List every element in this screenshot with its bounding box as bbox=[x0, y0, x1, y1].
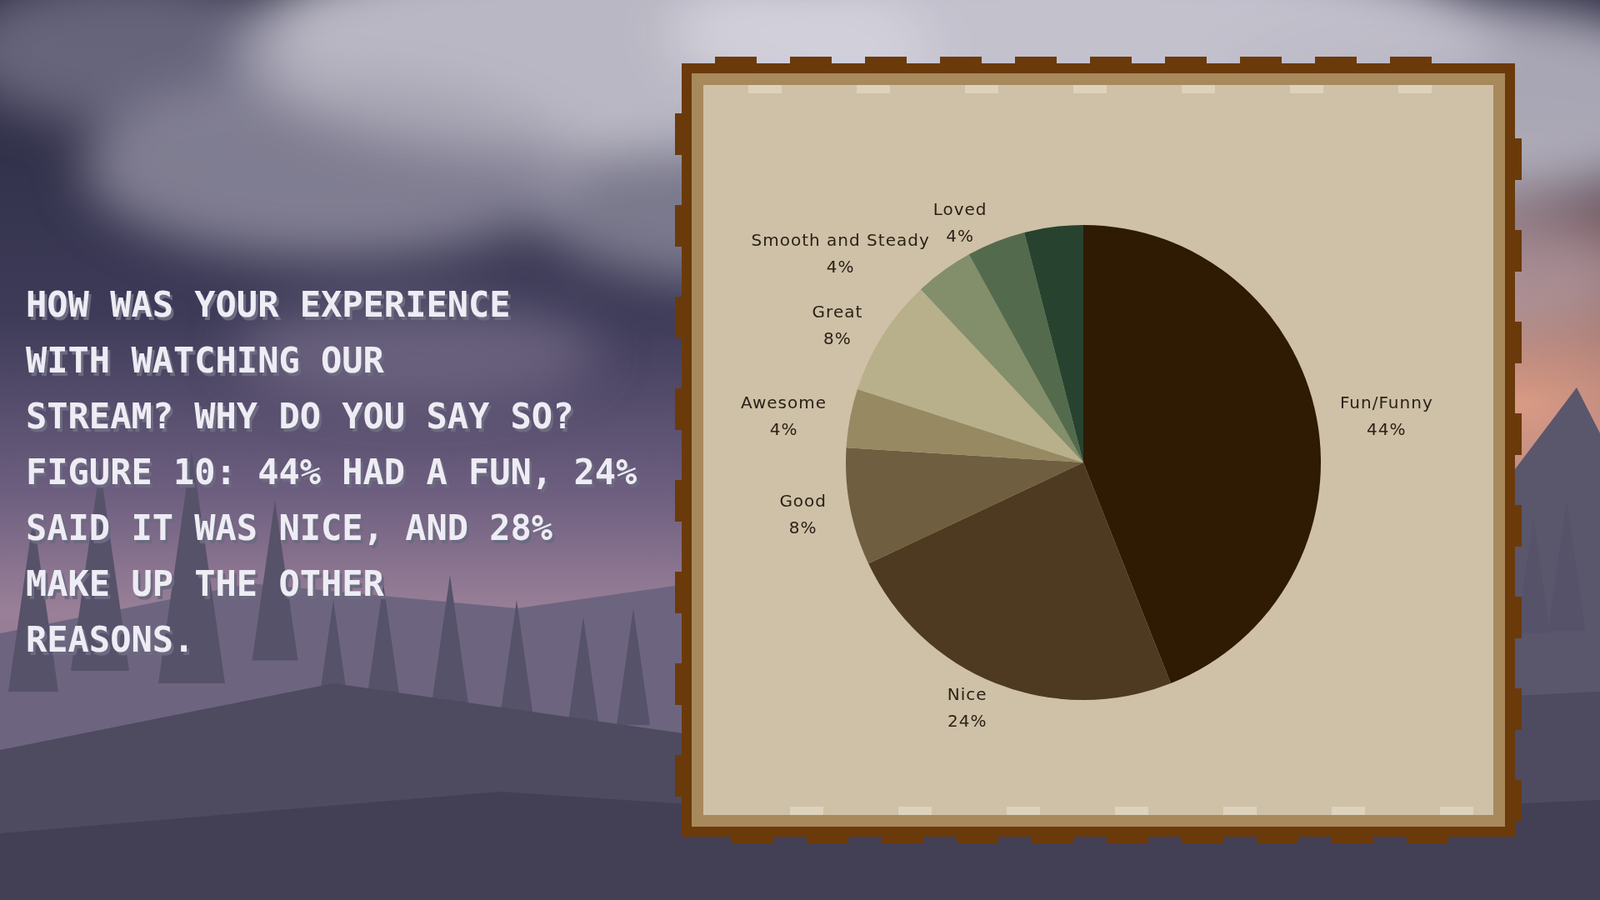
parchment-pixel bbox=[1073, 85, 1107, 94]
pie-slice bbox=[845, 447, 1084, 564]
frame bbox=[675, 56, 1522, 844]
frame-notch bbox=[1256, 835, 1299, 844]
slice-label: Loved bbox=[933, 199, 988, 220]
parchment-pixel bbox=[856, 85, 890, 94]
frame-notch bbox=[956, 835, 999, 844]
parchment bbox=[703, 85, 1494, 815]
frame-notch bbox=[865, 56, 907, 65]
caption-line: REASONS. bbox=[25, 619, 195, 660]
caption-line: FIGURE 10: 44% HAD A FUN, 24% bbox=[25, 451, 637, 493]
slice-value: 44% bbox=[1366, 419, 1406, 440]
caption-line: STREAM? WHY DO YOU SAY SO? bbox=[25, 395, 574, 437]
frame-notch bbox=[675, 571, 684, 614]
frame-notch bbox=[1513, 688, 1522, 730]
cloud bbox=[0, 0, 292, 125]
parchment-pixel bbox=[1398, 85, 1432, 94]
frame-notch bbox=[806, 835, 849, 844]
frame-notch bbox=[715, 56, 757, 65]
parchment-pixel bbox=[790, 806, 824, 815]
frame-notch bbox=[1513, 596, 1522, 639]
parchment-pixel bbox=[1223, 806, 1257, 815]
frame-notch bbox=[1513, 230, 1522, 272]
frame-notch bbox=[790, 56, 832, 65]
slice-label: Smooth and Steady bbox=[751, 230, 930, 250]
parchment-pixel bbox=[1181, 85, 1215, 94]
frame-notch bbox=[675, 388, 684, 430]
frame-notch bbox=[1015, 56, 1057, 65]
frame-notch bbox=[675, 480, 684, 522]
slice-value: 8% bbox=[789, 517, 818, 538]
frame-notch bbox=[1031, 835, 1074, 844]
slice-label: Fun/Funny bbox=[1340, 392, 1434, 413]
pie-labels: Fun/Funny 44% Nice 24% Good 8% Awesome 4% Great 8… bbox=[740, 199, 1434, 732]
frame-notch bbox=[1240, 56, 1282, 65]
tree bbox=[616, 608, 650, 725]
frame-notch bbox=[1513, 505, 1522, 547]
frame-notch bbox=[675, 296, 684, 339]
frame-notch bbox=[675, 113, 684, 155]
slice-label: Nice bbox=[947, 684, 988, 705]
slide: HOW WAS YOUR EXPERIENCEHOW WAS YOUR EXPE… bbox=[0, 0, 1600, 900]
caption-line: MAKE UP THE OTHER bbox=[25, 563, 385, 605]
frame-notch bbox=[1090, 56, 1132, 65]
slice-value: 4% bbox=[770, 419, 799, 440]
frame-notch bbox=[1513, 413, 1522, 455]
frame-notch bbox=[731, 835, 774, 844]
frame-notch bbox=[1315, 56, 1357, 65]
parchment-pixel bbox=[1290, 85, 1324, 94]
parchment-pixel bbox=[1006, 806, 1040, 815]
frame-outer bbox=[681, 63, 1515, 837]
pie-slice bbox=[1024, 225, 1084, 463]
parchment-pixel bbox=[748, 85, 782, 94]
frame-notch bbox=[1513, 780, 1522, 822]
parchment-pixel bbox=[1115, 806, 1149, 815]
frame-notch bbox=[675, 755, 684, 797]
frame-notch bbox=[1390, 56, 1432, 65]
frame-inner bbox=[691, 73, 1505, 827]
frame-notch bbox=[675, 205, 684, 247]
slice-value: 4% bbox=[826, 256, 855, 277]
caption-line: SAID IT WAS NICE, AND 28% bbox=[25, 507, 553, 549]
tree bbox=[431, 575, 470, 707]
parchment-pixel bbox=[1331, 806, 1365, 815]
slice-label: Awesome bbox=[740, 392, 827, 413]
sunset-glow bbox=[0, 0, 1600, 900]
caption-line: HOW WAS YOUR EXPERIENCE bbox=[25, 284, 511, 325]
frame-notch bbox=[1406, 835, 1449, 844]
slice-label: Good bbox=[779, 490, 827, 511]
frame-notch bbox=[675, 663, 684, 705]
parchment-pixel bbox=[898, 806, 932, 815]
frame-notch bbox=[1181, 835, 1224, 844]
slice-label: Great bbox=[812, 301, 864, 322]
frame-notch bbox=[1165, 56, 1207, 65]
foreground bbox=[0, 791, 1600, 900]
tree bbox=[1548, 500, 1586, 632]
caption-line: WITH WATCHING OUR bbox=[25, 340, 385, 381]
slice-value: 4% bbox=[945, 225, 975, 246]
caption: HOW WAS YOUR EXPERIENCEHOW WAS YOUR EXPE… bbox=[25, 284, 640, 664]
slice-value: 24% bbox=[947, 710, 987, 731]
frame-notch bbox=[1331, 835, 1374, 844]
frame-notch bbox=[1106, 835, 1149, 844]
sky bbox=[0, 0, 1600, 900]
pie bbox=[845, 225, 1321, 700]
parchment-pixel bbox=[1440, 806, 1474, 815]
tree bbox=[500, 600, 534, 717]
frame-notch bbox=[1513, 321, 1522, 364]
tree bbox=[567, 616, 600, 728]
parchment-pixel bbox=[965, 85, 999, 94]
frame-notch bbox=[1513, 138, 1522, 180]
frame-notch bbox=[940, 56, 982, 65]
frame-notch bbox=[881, 835, 924, 844]
slice-value: 8% bbox=[823, 328, 852, 349]
